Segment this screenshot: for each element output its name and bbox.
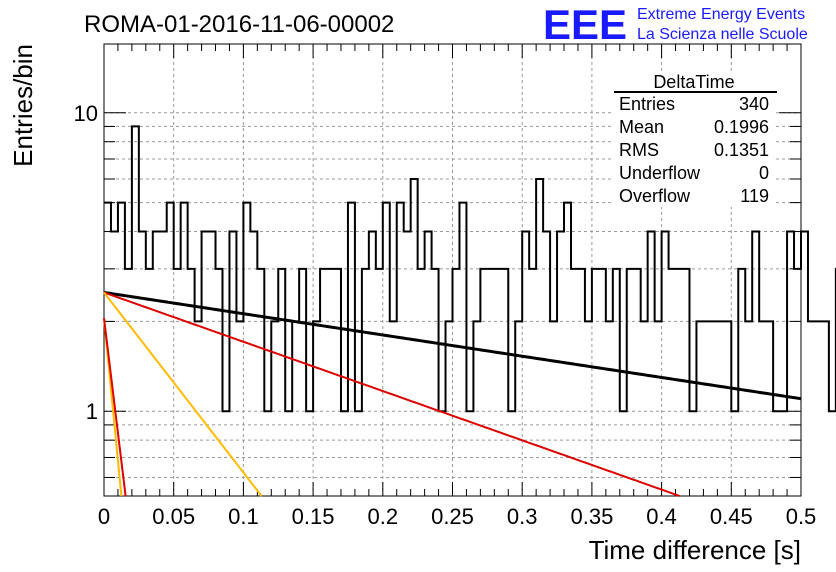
fit-curve [103, 290, 802, 401]
logo-line-2: La Scienza nelle Scuole [637, 26, 808, 43]
stats-row-label: Entries [619, 94, 675, 114]
logo-mark: EEE [543, 1, 627, 48]
x-tick-label: 0.05 [152, 504, 195, 529]
stats-row-label: RMS [619, 140, 659, 160]
stats-row-value: 0 [759, 163, 769, 183]
stats-box: DeltaTime Entries 340 Mean 0.1996 RMS 0.1351 U… [614, 72, 777, 207]
x-axis-label: Time difference [s] [589, 535, 801, 565]
fit-curve [103, 291, 681, 497]
fit-curve [103, 291, 263, 497]
y-axis-label: Entries/bin [8, 44, 38, 167]
fit-curve [103, 318, 127, 497]
x-tick-label: 0.2 [368, 504, 399, 529]
stats-row-label: Mean [619, 117, 664, 137]
x-tick-label: 0.35 [570, 504, 613, 529]
stats-row-label: Overflow [619, 186, 691, 206]
stats-box-title: DeltaTime [653, 72, 734, 92]
x-tick-label: 0.3 [507, 504, 538, 529]
x-tick-label: 0.5 [786, 504, 817, 529]
stats-row-value: 340 [739, 94, 769, 114]
fit-curves [103, 290, 802, 497]
x-tick-label: 0.45 [710, 504, 753, 529]
y-tick-label: 1 [86, 399, 98, 424]
x-tick-label: 0.25 [431, 504, 474, 529]
stats-row-value: 119 [740, 186, 769, 206]
stats-row-label: Underflow [619, 163, 701, 183]
x-tick-label: 0.1 [228, 504, 259, 529]
x-tick-label: 0.4 [646, 504, 677, 529]
stats-row-value: 0.1996 [714, 117, 769, 137]
y-tick-label: 10 [74, 101, 98, 126]
x-tick-label: 0.15 [292, 504, 335, 529]
x-tick-label: 0 [98, 504, 110, 529]
stats-row-value: 0.1351 [714, 140, 769, 160]
logo-line-1: Extreme Energy Events [637, 6, 805, 23]
x-tick-labels: 0 0.05 0.1 0.15 0.2 0.25 0.3 0.35 0.4 0.45 0.5 [98, 504, 816, 529]
histogram-series [104, 125, 836, 413]
axis-ticks [103, 44, 802, 496]
chart-title: ROMA-01-2016-11-06-00002 [84, 11, 394, 38]
y-tick-labels: 1 10 [74, 101, 98, 424]
